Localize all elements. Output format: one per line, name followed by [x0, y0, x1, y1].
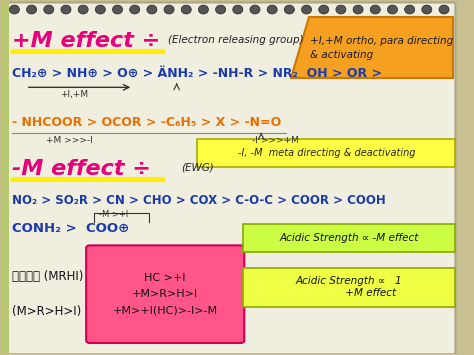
FancyBboxPatch shape: [243, 268, 456, 307]
Ellipse shape: [9, 5, 19, 14]
Ellipse shape: [387, 5, 398, 14]
Text: +I,+M: +I,+M: [60, 90, 88, 99]
Text: Acidic Strength ∝   1
             +M effect: Acidic Strength ∝ 1 +M effect: [296, 276, 402, 298]
Text: +M >>>-I: +M >>>-I: [46, 136, 93, 145]
FancyBboxPatch shape: [197, 138, 456, 167]
Text: NO₂ > SO₂R > CN > CHO > COX > C-O-C > COOR > COOH: NO₂ > SO₂R > CN > CHO > COX > C-O-C > CO…: [12, 194, 386, 207]
Ellipse shape: [61, 5, 71, 14]
Text: -I, -M  meta directing & deactivating: -I, -M meta directing & deactivating: [237, 148, 415, 158]
FancyBboxPatch shape: [86, 245, 244, 343]
Text: (Electron releasing group): (Electron releasing group): [167, 35, 303, 45]
Ellipse shape: [336, 5, 346, 14]
Text: (EWG): (EWG): [181, 163, 214, 173]
Text: (M>R>H>I): (M>R>H>I): [12, 305, 82, 318]
Ellipse shape: [164, 5, 174, 14]
Text: CONH₂ >  COO⊕: CONH₂ > COO⊕: [12, 222, 129, 235]
Text: - NHCOOR > OCOR > -C₆H₅ > X > -N=O: - NHCOOR > OCOR > -C₆H₅ > X > -N=O: [12, 116, 282, 129]
Ellipse shape: [216, 5, 226, 14]
Text: +I,+M ortho, para directing
& activating: +I,+M ortho, para directing & activating: [310, 36, 453, 60]
Text: मरही (MRHI): मरही (MRHI): [12, 270, 83, 283]
Ellipse shape: [370, 5, 380, 14]
Text: Acidic Strength ∝ -M effect: Acidic Strength ∝ -M effect: [280, 233, 419, 243]
Text: -M effect ÷: -M effect ÷: [12, 159, 151, 179]
Ellipse shape: [319, 5, 329, 14]
Ellipse shape: [130, 5, 140, 14]
FancyBboxPatch shape: [0, 2, 456, 354]
Text: -I >>>+M: -I >>>+M: [252, 136, 299, 145]
Ellipse shape: [267, 5, 277, 14]
Ellipse shape: [44, 5, 54, 14]
Ellipse shape: [27, 5, 36, 14]
Ellipse shape: [250, 5, 260, 14]
Ellipse shape: [112, 5, 123, 14]
FancyBboxPatch shape: [0, 1, 9, 354]
Ellipse shape: [422, 5, 432, 14]
Ellipse shape: [181, 5, 191, 14]
Ellipse shape: [284, 5, 294, 14]
Polygon shape: [291, 17, 453, 78]
Text: -M >+I: -M >+I: [99, 210, 128, 219]
Text: +M effect ÷: +M effect ÷: [12, 31, 160, 51]
Ellipse shape: [353, 5, 363, 14]
FancyBboxPatch shape: [243, 224, 456, 252]
Ellipse shape: [233, 5, 243, 14]
Text: CH₂⊕ > NH⊕ > O⊕ > ÄNH₂ > -NH-R > NR₂  OH > OR >: CH₂⊕ > NH⊕ > O⊕ > ÄNH₂ > -NH-R > NR₂ OH …: [12, 67, 382, 80]
Ellipse shape: [95, 5, 105, 14]
Ellipse shape: [78, 5, 88, 14]
Ellipse shape: [301, 5, 311, 14]
Text: HC >+I
+M>R>H>I
+M>+I(HC)>-I>-M: HC >+I +M>R>H>I +M>+I(HC)>-I>-M: [113, 273, 218, 316]
Ellipse shape: [147, 5, 157, 14]
Ellipse shape: [439, 5, 449, 14]
Ellipse shape: [405, 5, 415, 14]
Ellipse shape: [199, 5, 209, 14]
